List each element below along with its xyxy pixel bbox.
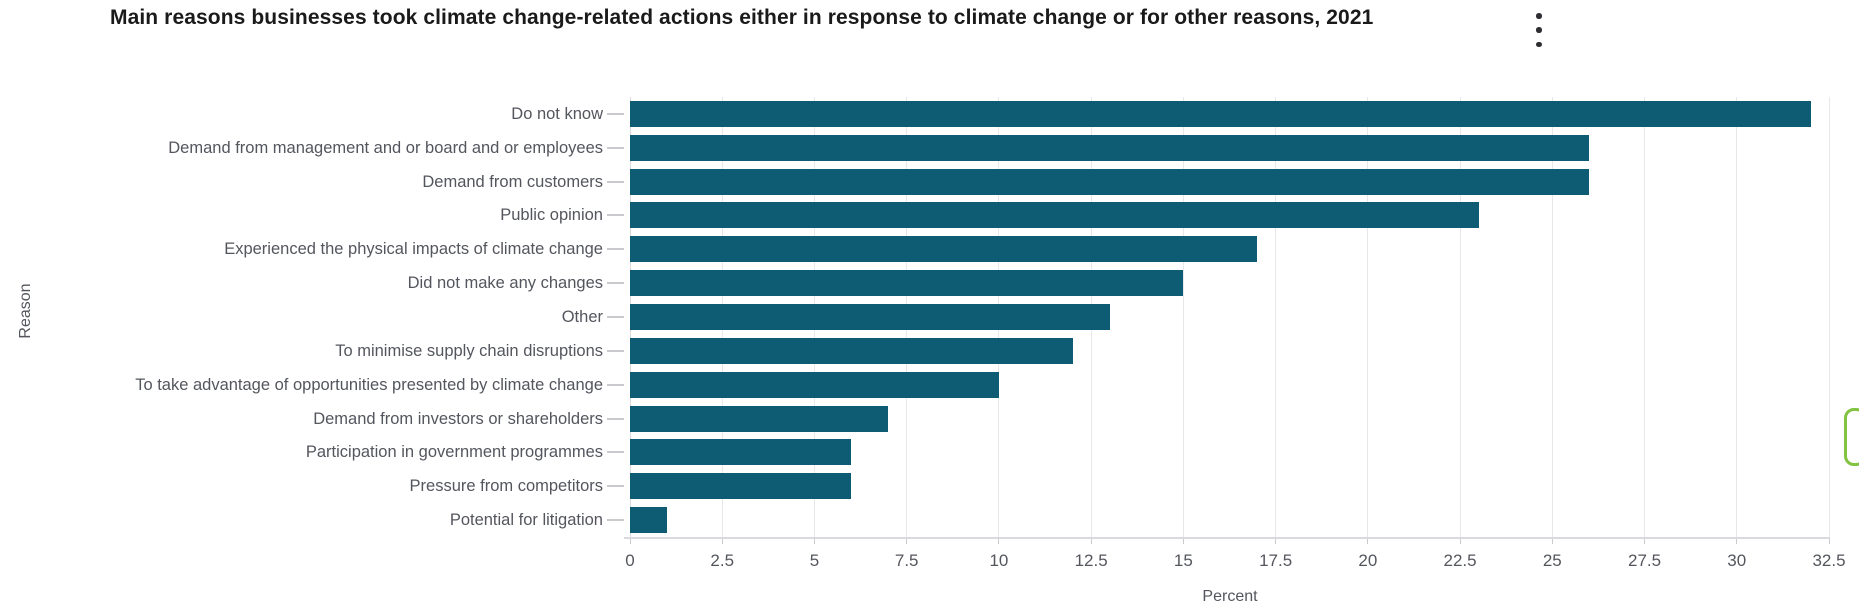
x-axis-tick: [629, 539, 631, 544]
y-axis-tick: [607, 451, 624, 454]
x-tick-label: 25: [1542, 551, 1562, 570]
x-axis-tick: [1090, 539, 1092, 544]
y-axis-tick: [607, 180, 624, 183]
y-axis-tick: [607, 282, 624, 285]
category-label: Experienced the physical impacts of clim…: [224, 240, 603, 259]
x-tick-label: 20: [1358, 551, 1378, 570]
x-axis-tick: [906, 539, 908, 544]
gridline: [1367, 97, 1369, 537]
y-axis-tick: [607, 112, 624, 115]
bar[interactable]: [630, 100, 1811, 127]
y-axis-tick: [607, 383, 624, 386]
gridline: [1644, 97, 1646, 537]
y-axis-tick: [607, 417, 624, 420]
bar[interactable]: [630, 304, 1110, 330]
x-axis-tick: [1182, 539, 1184, 544]
category-label: Demand from investors or shareholders: [313, 409, 603, 428]
y-axis-tick: [607, 349, 624, 352]
category-label: Other: [561, 308, 603, 326]
x-tick-label: 2.5: [710, 551, 735, 570]
y-axis-title: Reason: [17, 283, 34, 339]
side-widget-handle[interactable]: [1844, 408, 1859, 466]
category-label: Do not know: [511, 104, 603, 123]
gridline: [1828, 97, 1830, 537]
x-tick-label: 12.5: [1074, 551, 1108, 570]
x-tick-label: 5: [809, 551, 820, 570]
x-tick-label: 27.5: [1627, 551, 1662, 570]
x-tick-label: 17.5: [1259, 551, 1293, 570]
x-tick-label: 7.5: [894, 551, 919, 570]
x-tick-label: 22.5: [1443, 551, 1477, 570]
category-label: To take advantage of opportunities prese…: [135, 375, 603, 394]
x-tick-label: 10: [989, 551, 1009, 570]
y-axis-tick: [607, 316, 624, 318]
x-axis-tick: [1736, 539, 1738, 544]
gridline: [1275, 97, 1277, 537]
x-axis-tick: [1828, 539, 1830, 544]
y-axis-tick: [607, 214, 624, 217]
x-axis-tick: [813, 539, 815, 544]
bar[interactable]: [630, 236, 1258, 263]
y-axis-tick: [607, 485, 624, 488]
bar[interactable]: [630, 405, 889, 432]
chart-title: Main reasons businesses took climate cha…: [110, 6, 1374, 29]
category-label: Demand from management and or board and …: [168, 138, 603, 157]
gridline: [1459, 97, 1461, 537]
gridline: [1182, 97, 1184, 537]
x-axis-line: [624, 537, 1830, 539]
x-tick-label: 0: [625, 551, 635, 570]
x-axis-tick: [998, 539, 1000, 544]
x-axis-title: Percent: [1202, 588, 1258, 605]
kebab-dot: [1536, 41, 1542, 47]
category-label: Public opinion: [500, 206, 603, 225]
category-label: Demand from customers: [422, 172, 603, 191]
bar[interactable]: [630, 507, 667, 534]
gridline: [1736, 97, 1738, 537]
gridline: [1551, 97, 1553, 537]
x-axis-tick: [1644, 539, 1646, 544]
x-tick-label: 32.5: [1812, 551, 1846, 570]
x-tick-label: 15: [1173, 551, 1193, 570]
category-label: Pressure from competitors: [409, 477, 603, 496]
x-axis-tick: [1551, 539, 1553, 544]
y-axis-tick: [607, 519, 624, 522]
kebab-menu-icon[interactable]: [1530, 13, 1548, 47]
category-label: Did not make any changes: [407, 274, 603, 293]
bar[interactable]: [630, 270, 1184, 297]
x-tick-label: 30: [1727, 551, 1747, 570]
kebab-dot: [1536, 27, 1542, 33]
bar[interactable]: [630, 337, 1073, 364]
bar[interactable]: [630, 168, 1590, 195]
category-label: To minimise supply chain disruptions: [335, 341, 603, 360]
y-axis-tick: [607, 248, 624, 251]
bar[interactable]: [630, 371, 999, 398]
kebab-dot: [1536, 13, 1542, 19]
category-label: Potential for litigation: [449, 511, 603, 530]
bar[interactable]: [630, 473, 852, 500]
x-axis-tick: [1275, 539, 1277, 544]
bar[interactable]: [630, 202, 1479, 229]
x-axis-tick: [1367, 539, 1369, 544]
y-axis-tick: [607, 146, 624, 149]
bar[interactable]: [630, 134, 1590, 161]
x-axis-tick: [721, 539, 723, 544]
x-axis-tick: [1459, 539, 1461, 544]
bar[interactable]: [630, 439, 852, 466]
category-label: Participation in government programmes: [305, 443, 603, 462]
